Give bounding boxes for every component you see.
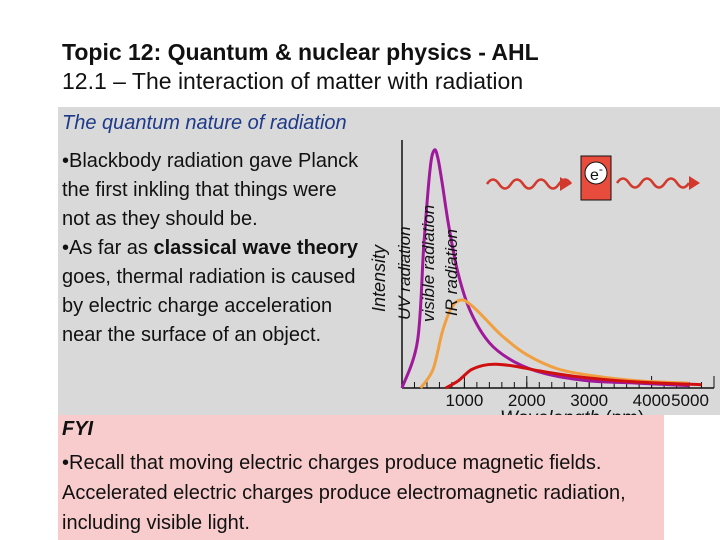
outgoing-wave — [615, 177, 691, 189]
series-curve-2 — [419, 298, 690, 389]
series-curve-1 — [400, 148, 690, 389]
fyi-box — [58, 415, 664, 540]
title-line-2: 12.1 – The interaction of matter with ra… — [62, 68, 524, 94]
fyi-heading: FYI — [62, 418, 94, 440]
y-axis-label: Intensity — [369, 244, 389, 312]
bullet-item-2: •As far as classical wave theory goes, t… — [62, 234, 362, 350]
band-label-ir: IR radiation — [442, 229, 461, 316]
bullet-item-1: •Blackbody radiation gave Planck the fir… — [62, 150, 359, 230]
band-label-visible: visible radiation — [419, 205, 438, 322]
electron-symbol: e — [590, 167, 599, 184]
series-curve-3 — [444, 362, 702, 390]
fyi-text: •Recall that moving electric charges pro… — [62, 452, 626, 534]
x-tick-label: 1000 — [445, 391, 483, 410]
x-tick-label: 2000 — [508, 391, 546, 410]
series-curves — [400, 148, 702, 390]
x-ticks: 1000 2000 3000 4000 5000 — [413, 376, 715, 410]
electron-charge: - — [599, 162, 603, 176]
bullet-2-pre: •As far as — [62, 237, 154, 259]
electron-label: e- — [590, 162, 603, 184]
bullet-list: •Blackbody radiation gave Planck the fir… — [62, 147, 362, 350]
incoming-wave — [485, 178, 573, 190]
band-label-uv: UV radiation — [395, 226, 414, 320]
slide-title: Topic 12: Quantum & nuclear physics - AH… — [62, 38, 539, 96]
section-subtitle: The quantum nature of radiation — [62, 112, 347, 134]
bullet-2-bold: classical wave theory — [153, 237, 359, 259]
bullet-2-post: goes, thermal radiation is caused by ele… — [62, 266, 356, 346]
outgoing-wave-arrowhead — [689, 176, 700, 190]
x-tick-label: 3000 — [570, 391, 608, 410]
incoming-wave-arrowhead — [560, 177, 571, 191]
x-tick-label: 4000 — [633, 391, 671, 410]
title-line-1: Topic 12: Quantum & nuclear physics - AH… — [62, 39, 539, 65]
electron-circle — [584, 161, 608, 185]
x-tick-label: 5000 — [671, 391, 709, 410]
